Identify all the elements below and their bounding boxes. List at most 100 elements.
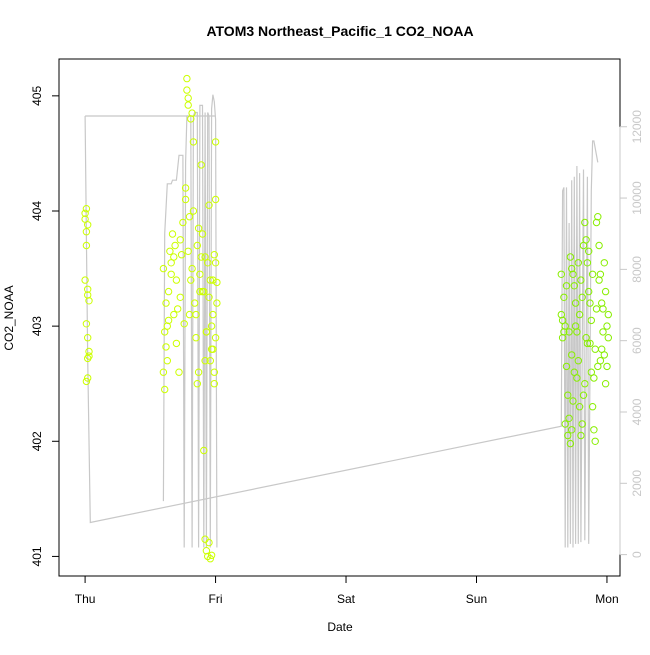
data-point [193,241,202,250]
secondary-y-tick-label: 0 [630,551,644,558]
data-point [571,299,580,307]
data-point [598,345,606,353]
data-point [213,278,221,287]
data-point [183,74,191,83]
data-point [181,195,190,204]
y-tick-label: 403 [30,316,44,336]
data-point [595,276,603,284]
data-point [201,253,209,261]
data-point [201,535,209,543]
data-point [161,328,169,336]
data-point [183,86,191,94]
data-point [194,368,203,376]
data-point [189,207,198,215]
data-point [594,362,602,371]
y-tick-label: 401 [30,546,44,566]
data-point [570,282,578,290]
data-point [207,551,216,559]
data-point [162,343,170,351]
data-point [582,236,590,244]
data-point [171,241,179,250]
data-point [569,270,577,278]
data-point [205,293,213,301]
data-point [604,310,612,319]
data-point [81,209,89,218]
data-point [84,374,92,382]
data-point [81,276,89,284]
data-point [172,339,181,348]
data-point [170,310,178,319]
x-tick-label: Sun [466,592,487,606]
data-point [194,224,203,233]
data-point [585,287,593,296]
data-point [205,538,213,547]
data-point [181,184,190,192]
data-point [565,414,573,422]
data-point [568,351,576,359]
data-point [175,368,183,376]
data-point [196,287,204,296]
data-point [213,299,221,307]
data-point [210,380,219,388]
data-point [205,201,213,209]
secondary-y-tick-label: 2000 [630,470,644,497]
data-point [599,305,607,313]
secondary-y-tick-label: 10000 [630,181,644,215]
data-point [585,247,593,256]
data-point [85,297,93,305]
data-point [85,347,93,356]
data-point [177,251,186,259]
data-point [578,293,586,301]
data-point [211,259,220,267]
y-axis-label: CO2_NOAA [2,285,16,350]
data-point [557,270,565,278]
data-point [188,264,196,273]
data-point [163,357,172,365]
data-point [574,259,582,267]
data-point [599,328,607,336]
data-point [184,94,192,102]
data-point [601,287,610,296]
data-point [577,431,585,440]
data-point [591,345,599,353]
x-axis-label: Date [327,620,353,634]
data-point [82,241,91,250]
data-point [184,101,192,109]
data-point [601,380,610,388]
data-point [604,334,612,342]
data-point [557,310,565,319]
data-point [176,293,185,301]
data-point [84,285,92,293]
data-point [594,213,602,221]
data-point [564,391,572,399]
chart-title: ATOM3 Northeast_Pacific_1 CO2_NOAA [206,23,473,39]
data-point [82,320,91,328]
data-point [209,345,217,353]
data-point [159,368,168,376]
y-axis: 401 402 403 404 405 [30,86,60,566]
data-point [166,247,174,256]
data-point [207,322,216,330]
y-tick-label: 405 [30,86,44,106]
data-point [164,316,173,325]
data-point [564,431,572,440]
data-point [172,276,181,284]
data-point [209,310,217,319]
data-point [82,228,91,236]
altitude-line-1 [162,94,218,548]
data-point [211,334,220,342]
data-point [575,310,584,319]
x-tick-label: Mon [595,592,618,606]
data-point [188,109,196,117]
data-point [84,334,92,342]
data-point [191,299,199,307]
data-point [603,322,611,330]
data-point [566,439,575,448]
data-point [192,310,200,319]
altitude-line-layer [84,94,599,548]
data-point [192,334,200,342]
plot-frame [58,58,621,577]
x-axis: Thu Fri Sat Sun Mon [75,575,619,606]
